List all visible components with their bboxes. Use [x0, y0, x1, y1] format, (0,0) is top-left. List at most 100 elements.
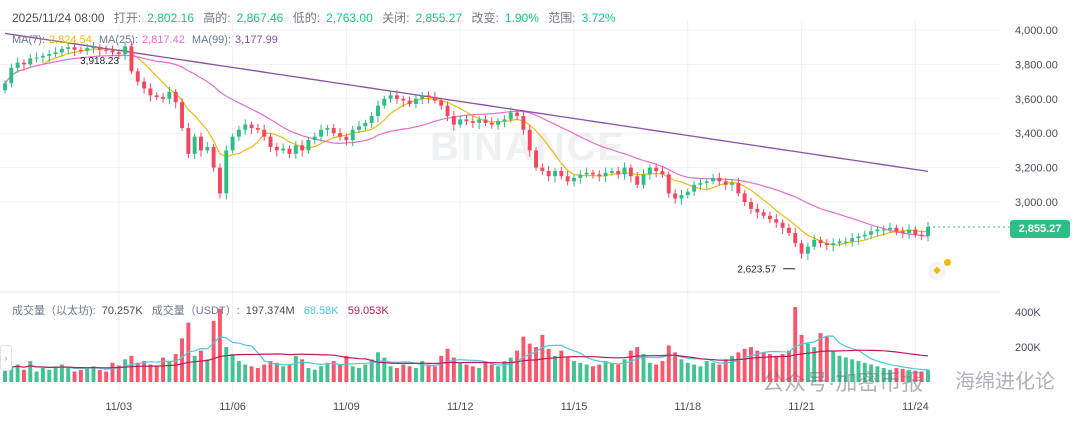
candle-body: [217, 167, 222, 194]
candle: [774, 214, 779, 228]
candle: [167, 86, 172, 104]
volume-bar: [85, 368, 90, 382]
candle: [483, 115, 488, 126]
candle-body: [767, 215, 772, 220]
volume-bar: [862, 362, 867, 382]
candle: [78, 46, 83, 54]
candle: [553, 167, 557, 183]
candle-body: [723, 181, 728, 185]
candle: [805, 242, 810, 260]
volume-bar: [628, 350, 633, 382]
volume-bar: [293, 355, 298, 382]
candle-body: [22, 62, 26, 65]
candle-body: [666, 174, 671, 194]
candle-body: [34, 57, 39, 59]
expand-chevron-icon[interactable]: ›: [0, 345, 12, 371]
low-price-annotation: 2,623.57: [737, 265, 776, 276]
candle-body: [926, 226, 930, 237]
candle-body: [211, 146, 216, 168]
candle: [628, 164, 633, 183]
volume-bar: [679, 359, 684, 382]
overlay-watermark-1: 公众号·加密币报: [762, 370, 924, 395]
candle-body: [540, 167, 545, 172]
candle-body: [679, 195, 684, 199]
volume-bar: [635, 347, 640, 382]
candle: [515, 109, 520, 121]
candle-body: [641, 174, 646, 185]
candle-body: [413, 98, 418, 104]
candle-body: [72, 47, 77, 50]
candle-body: [142, 81, 147, 89]
candle: [104, 45, 109, 54]
ma-legend: MA(7): 2,824.54 MA(25): 2,817.42 MA(99): 3,…: [12, 34, 282, 46]
candle: [755, 203, 760, 219]
volume-bar: [205, 359, 210, 382]
volume-bar: [622, 359, 627, 382]
volume-bar: [850, 359, 855, 382]
volume-bar: [489, 364, 494, 382]
candle: [230, 133, 235, 154]
ma99-line: [4, 32, 929, 173]
candle: [394, 90, 399, 104]
candle: [559, 166, 564, 180]
candle-body: [508, 112, 513, 120]
volume-bar: [546, 348, 551, 382]
candle-body: [338, 133, 343, 137]
volume-bar: [843, 357, 848, 382]
ma25-value: 2,817.42: [142, 34, 185, 46]
volume-bar: [325, 362, 330, 382]
candle: [793, 227, 798, 248]
candle-body: [445, 105, 450, 116]
binance-logo-icon[interactable]: ◆: [928, 259, 951, 280]
volume-ma-a-line: [4, 335, 929, 371]
volume-tick-label: 200K: [1015, 342, 1041, 354]
candle: [129, 41, 134, 75]
volume-bar: [723, 359, 728, 382]
candle-body: [426, 95, 431, 98]
volume-bar: [749, 347, 753, 382]
candle-body: [534, 150, 539, 168]
candle: [869, 226, 874, 239]
volume-bar: [730, 355, 734, 382]
candle-body: [521, 116, 526, 130]
time-tick-label: 11/18: [674, 401, 701, 413]
volume-bar: [824, 336, 829, 382]
candle-body: [761, 212, 766, 216]
candle-body: [919, 234, 924, 237]
candle: [192, 133, 197, 159]
candle-body: [464, 119, 469, 122]
candle-body: [110, 50, 115, 53]
volume-bar: [913, 370, 918, 382]
candle: [274, 142, 279, 157]
time-tick-label: 11/15: [561, 401, 588, 413]
candle-body: [584, 172, 589, 175]
volume-bar: [907, 369, 911, 382]
candle-body: [59, 48, 64, 53]
usdt-volume-value: 197.374M: [245, 305, 295, 317]
candle: [565, 171, 570, 186]
candle: [293, 141, 298, 159]
candle-body: [660, 171, 665, 175]
candle: [831, 238, 836, 252]
volume-ma-a-value: 68.58K: [303, 305, 339, 317]
candle: [110, 45, 115, 57]
price-tick-label: 3,800.00: [1015, 59, 1058, 71]
candle: [211, 143, 216, 172]
volume-bar: [407, 366, 412, 382]
candle: [28, 54, 33, 68]
volume-bar: [230, 354, 235, 382]
candle: [281, 143, 286, 154]
price-tick-label: 3,200.00: [1015, 163, 1058, 175]
volume-bar: [666, 345, 671, 382]
overlay-watermark-2: 海绵进化论: [955, 371, 1055, 393]
volume-bar: [919, 371, 924, 382]
candle: [243, 119, 248, 135]
binance-watermark: BINANCE: [430, 125, 626, 169]
candle: [502, 115, 507, 128]
volume-bar: [224, 347, 229, 382]
candle-body: [717, 177, 722, 182]
candles: [3, 41, 930, 260]
candle: [799, 240, 804, 259]
